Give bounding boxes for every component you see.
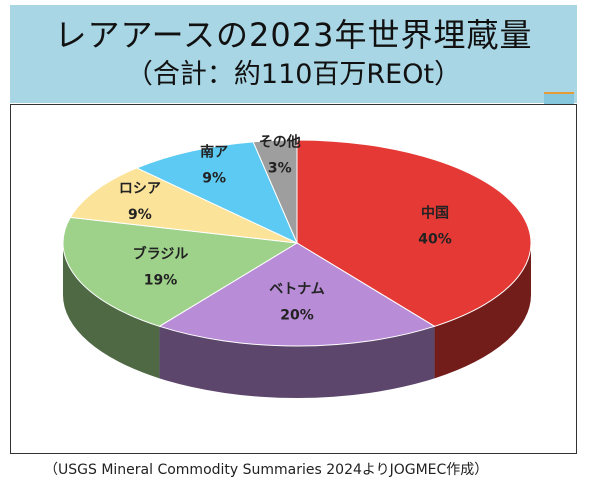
pie-side-2 <box>63 243 160 379</box>
slice-value-label: 9% <box>202 171 226 187</box>
pie-slice-2 <box>62 216 299 327</box>
slice-label: ブラジル <box>133 246 189 263</box>
title-banner: レアアースの2023年世界埋蔵量 （合計：約110百万REOt） <box>10 5 577 103</box>
pie-side-1 <box>159 326 435 399</box>
slice-label: 南ア <box>200 144 228 161</box>
slice-label: 中国 <box>421 204 449 221</box>
source-note: （USGS Mineral Commodity Summaries 2024より… <box>44 462 489 478</box>
slice-label: ロシア <box>119 181 161 197</box>
slice-value-label: 40% <box>418 231 452 247</box>
slice-value-label: 3% <box>268 161 292 177</box>
chart-subtitle: （合計：約110百万REOt） <box>125 59 462 90</box>
plot-area: 中国 40% ベトナム 20% ブラジル 19% ロシア 9% 南ア 9% その他 3% <box>10 104 577 454</box>
pie-slice-0 <box>296 139 532 327</box>
pie-chart: 中国 40% ベトナム 20% ブラジル 19% ロシア 9% 南ア 9% その他 3% <box>62 134 532 399</box>
pie-labels: 中国 40% ベトナム 20% ブラジル 19% ロシア 9% 南ア 9% その他 3% <box>119 134 452 324</box>
chart-title: レアアースの2023年世界埋蔵量 <box>54 16 533 54</box>
slice-value-label: 19% <box>144 273 178 289</box>
slice-value-label: 20% <box>280 308 314 324</box>
pie-side-0 <box>434 243 531 379</box>
slice-value-label: 9% <box>128 207 152 223</box>
pie-slice-1 <box>158 242 436 347</box>
pie-slice-3 <box>69 167 298 244</box>
pie-slice-4 <box>135 141 298 245</box>
slice-label: その他 <box>259 134 301 151</box>
pie-slice-5 <box>252 139 298 244</box>
pie-tops <box>62 139 532 347</box>
slice-label: ベトナム <box>269 282 325 298</box>
pie-sides <box>63 243 531 399</box>
